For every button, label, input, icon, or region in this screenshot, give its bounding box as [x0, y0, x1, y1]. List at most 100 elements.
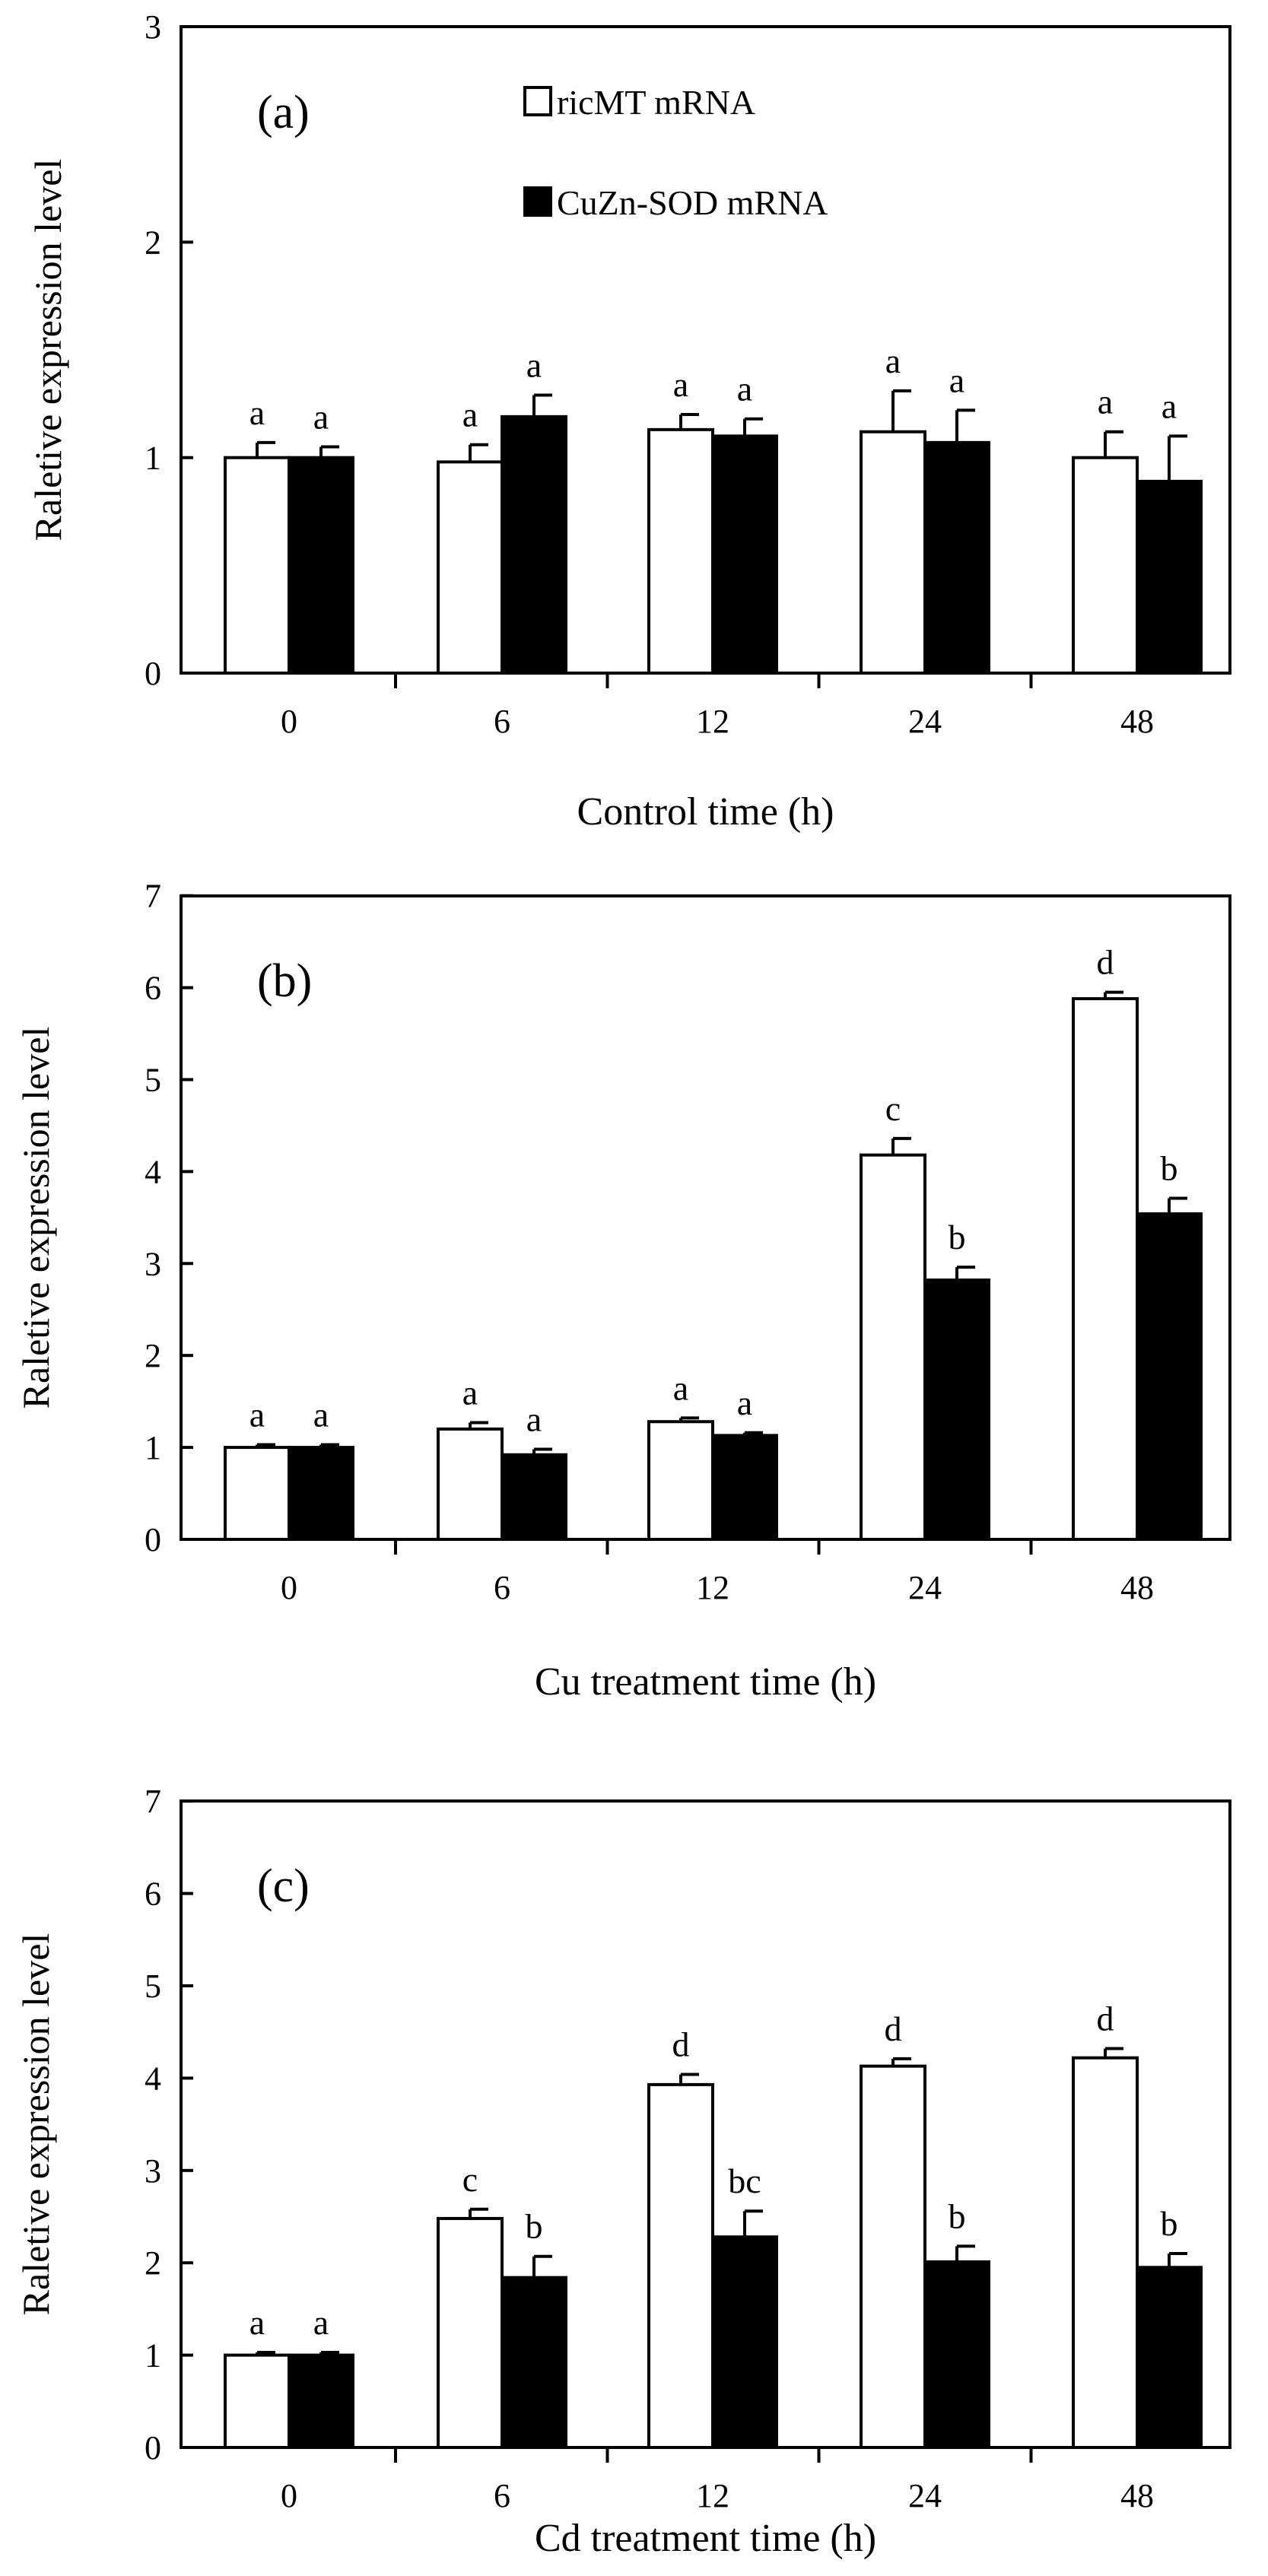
panel-label: (c) [257, 1860, 310, 1912]
bar [437, 460, 504, 675]
bar [288, 456, 354, 675]
significance-label: c [885, 1089, 901, 1128]
bar [923, 2260, 990, 2450]
x-tick-label: 48 [1120, 703, 1154, 740]
significance-label: a [462, 395, 478, 434]
bar [1136, 1212, 1203, 1542]
x-tick-label: 24 [908, 1569, 942, 1606]
x-axis-title: Cd treatment time (h) [535, 2517, 876, 2560]
x-axis-title: Control time (h) [577, 790, 834, 834]
x-tick-label: 0 [281, 2477, 297, 2514]
x-tick-label: 48 [1120, 1569, 1154, 1606]
x-axis-title: Cu treatment time (h) [535, 1660, 876, 1704]
bar [501, 2276, 567, 2450]
significance-label: d [885, 2009, 902, 2048]
series-ricmt: a c d d d [224, 1999, 1139, 2450]
x-tick-label: 0 [281, 1569, 297, 1606]
bar [923, 1278, 990, 1541]
bar [647, 1420, 714, 1542]
bar [647, 2082, 714, 2449]
significance-label: a [526, 346, 542, 385]
bar [501, 1453, 567, 1541]
series-cuzn-sod: a a a a a [288, 346, 1203, 675]
y-tick-label: 4 [145, 2060, 161, 2097]
y-axis-title: Raletive expression level [27, 159, 69, 542]
y-tick-label: 0 [145, 2429, 161, 2466]
bar [711, 434, 778, 675]
bar [501, 415, 567, 675]
bar [1136, 2266, 1203, 2450]
significance-label: a [249, 1395, 265, 1434]
significance-label: b [1161, 1148, 1178, 1187]
legend-label: CuZn-SOD mRNA [557, 183, 828, 222]
significance-label: d [672, 2025, 690, 2064]
y-tick-label: 2 [145, 2244, 161, 2282]
y-tick-label: 5 [145, 1968, 161, 2005]
bar [224, 456, 291, 675]
significance-label: a [673, 365, 688, 404]
x-tick-label: 0 [281, 703, 297, 740]
y-tick-label: 3 [145, 8, 161, 46]
significance-label: a [737, 1383, 752, 1422]
significance-label: a [673, 1368, 688, 1407]
significance-label: bc [728, 2161, 761, 2200]
significance-label: a [1098, 383, 1113, 421]
y-tick-label: 2 [145, 224, 161, 261]
significance-label: a [526, 1400, 542, 1439]
series-cuzn-sod: a a a b b [288, 1148, 1203, 1542]
x-tick-label: 48 [1120, 2477, 1154, 2514]
y-tick-label: 7 [145, 1783, 161, 1820]
bar [288, 2353, 354, 2450]
panel-label: (b) [257, 955, 312, 1007]
y-axis-title: Raletive expression level [14, 1933, 57, 2316]
x-tick-label: 6 [494, 2477, 510, 2514]
significance-label: a [313, 1395, 329, 1434]
legend: ricMT mRNA CuZn-SOD mRNA [523, 83, 828, 222]
significance-label: a [313, 398, 329, 437]
series-cuzn-sod: a b bc b b [288, 2161, 1203, 2450]
y-tick-label: 1 [145, 1429, 161, 1466]
significance-label: b [949, 2196, 966, 2235]
bar [860, 430, 926, 675]
significance-label: a [1162, 386, 1177, 425]
bar [923, 440, 990, 675]
bar [288, 1446, 354, 1541]
x-tick-label: 12 [696, 703, 729, 740]
y-tick-label: 2 [145, 1337, 161, 1374]
significance-label: a [949, 361, 965, 399]
legend-swatch [523, 186, 552, 217]
y-tick-label: 1 [145, 440, 161, 477]
y-axis-title: Raletive expression level [14, 1027, 57, 1409]
bar [1072, 997, 1139, 1542]
x-tick-label: 12 [696, 1569, 729, 1606]
bar [1072, 2056, 1139, 2449]
bar [647, 427, 714, 675]
x-tick-label: 24 [908, 2477, 942, 2514]
x-tick-label: 6 [494, 1569, 510, 1606]
bar [711, 1434, 778, 1542]
significance-label: b [1161, 2204, 1178, 2243]
legend-label: ricMT mRNA [557, 83, 755, 122]
bar [437, 1427, 504, 1542]
y-tick-label: 3 [145, 2152, 161, 2190]
significance-label: d [1097, 1999, 1114, 2038]
y-tick-label: 3 [145, 1245, 161, 1282]
panel-label: (a) [257, 87, 310, 138]
significance-label: d [1097, 943, 1114, 982]
significance-label: a [249, 393, 265, 432]
significance-label: a [249, 2303, 265, 2342]
significance-label: b [526, 2207, 543, 2246]
x-tick-label: 12 [696, 2477, 729, 2514]
bar [1136, 479, 1203, 675]
significance-label: b [949, 1218, 966, 1256]
series-ricmt: a a a a a [224, 341, 1139, 675]
bar [1072, 456, 1139, 675]
legend-swatch [523, 86, 552, 116]
series-ricmt: a a a c d [224, 943, 1139, 1542]
y-tick-label: 0 [145, 655, 161, 692]
bar [437, 2216, 504, 2449]
